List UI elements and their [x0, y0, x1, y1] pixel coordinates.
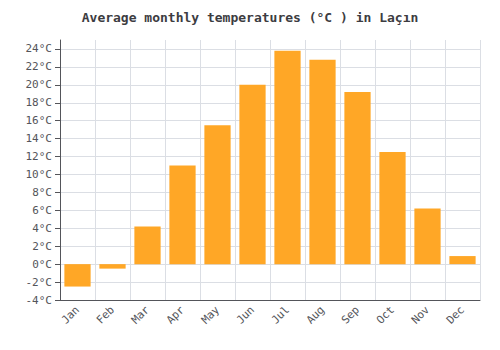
svg-text:Aug: Aug — [304, 303, 327, 326]
svg-text:Jul: Jul — [269, 303, 292, 326]
svg-text:8°C: 8°C — [32, 186, 52, 199]
svg-text:Jan: Jan — [59, 303, 82, 326]
svg-text:18°C: 18°C — [26, 96, 53, 109]
svg-text:4°C: 4°C — [32, 222, 52, 235]
svg-text:Dec: Dec — [444, 303, 467, 326]
svg-text:Apr: Apr — [164, 303, 187, 326]
svg-text:Feb: Feb — [94, 303, 117, 326]
svg-text:6°C: 6°C — [32, 204, 52, 217]
svg-text:Oct: Oct — [374, 303, 397, 326]
svg-text:16°C: 16°C — [26, 114, 53, 127]
svg-text:Jun: Jun — [234, 303, 257, 326]
svg-text:-4°C: -4°C — [26, 294, 53, 307]
svg-text:12°C: 12°C — [26, 150, 53, 163]
svg-text:20°C: 20°C — [26, 78, 53, 91]
svg-text:22°C: 22°C — [26, 60, 53, 73]
svg-text:14°C: 14°C — [26, 132, 53, 145]
svg-text:Sep: Sep — [339, 303, 362, 326]
svg-text:0°C: 0°C — [32, 258, 52, 271]
svg-text:10°C: 10°C — [26, 168, 53, 181]
svg-text:-2°C: -2°C — [26, 276, 53, 289]
svg-text:Average monthly temperatures (: Average monthly temperatures (°C ) in La… — [82, 10, 419, 25]
svg-text:Nov: Nov — [409, 303, 432, 326]
svg-text:Mar: Mar — [129, 303, 152, 326]
svg-text:May: May — [199, 303, 222, 326]
svg-text:2°C: 2°C — [32, 240, 52, 253]
svg-text:24°C: 24°C — [26, 42, 53, 55]
